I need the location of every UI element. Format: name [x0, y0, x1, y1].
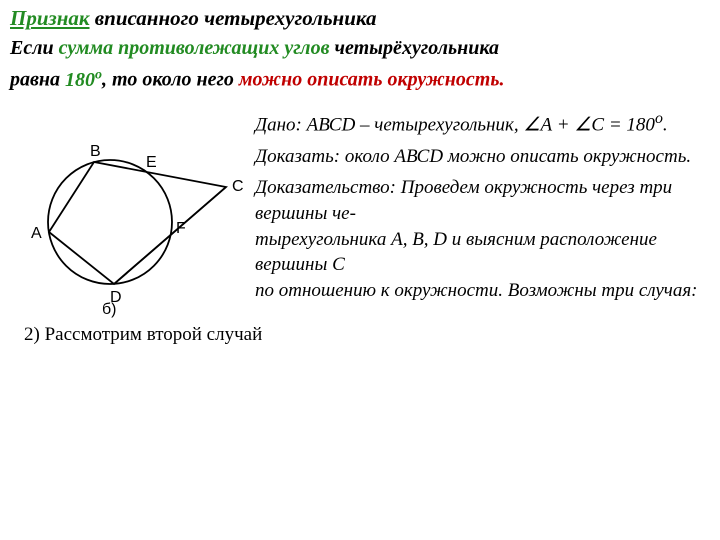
step-2: 2) Рассмотрим второй случай	[24, 324, 720, 346]
dot: .	[663, 114, 668, 135]
segment-dc	[114, 187, 226, 284]
given-line: Дано: АВСD – четырехугольник, ∠А + ∠С = …	[255, 108, 714, 138]
title-rest: вписанного четырехугольника	[90, 6, 377, 30]
cond-1-post: четырёхугольника	[330, 37, 499, 59]
cond-1-green: сумма противолежащих углов	[59, 37, 330, 59]
body-row: A B C D E F б) Дано: АВСD – четырехуголь…	[0, 102, 720, 322]
given-body-a: АВСD – четырехугольник,	[302, 114, 524, 135]
prove-label: Доказать:	[255, 146, 340, 167]
angle-icon: ∠	[574, 114, 591, 135]
cond-2-mid: , то около него	[102, 69, 239, 91]
deg-sup: о	[655, 110, 663, 127]
circle	[48, 160, 172, 284]
angle-c: С	[591, 114, 604, 135]
proof-l2: тырехугольника А, В, D и выясним располо…	[255, 229, 657, 276]
label-f: F	[176, 220, 186, 237]
proof-l3: по отношению к окружности. Возможны три …	[255, 280, 698, 301]
label-e: E	[146, 154, 157, 171]
title-accent: Признак	[10, 6, 90, 30]
label-c: C	[232, 178, 244, 195]
given-label: Дано:	[255, 114, 302, 135]
angle-a: А	[540, 114, 552, 135]
cond-2-deg-num: 180	[65, 69, 95, 91]
angle-icon: ∠	[523, 114, 540, 135]
label-sub-b: б)	[102, 301, 117, 318]
figure: A B C D E F б)	[0, 102, 255, 322]
header: Признак вписанного четырехугольника Если…	[0, 0, 720, 96]
text-column: Дано: АВСD – четырехугольник, ∠А + ∠С = …	[255, 102, 720, 310]
plus: +	[552, 114, 574, 135]
prove-line: Доказать: около АВСD можно описать окруж…	[255, 144, 714, 170]
quadrilateral	[49, 162, 226, 284]
label-b: B	[90, 143, 101, 160]
eq-180: = 180	[604, 114, 655, 135]
condition-line-1: Если сумма противолежащих углов четырёху…	[10, 35, 710, 62]
cond-2-deg-sym: о	[95, 67, 102, 82]
proof-block: Доказательство: Проведем окружность чере…	[255, 175, 714, 303]
label-a: A	[31, 225, 42, 242]
condition-line-2: равна 180о, то около него можно описать …	[10, 66, 710, 94]
title: Признак вписанного четырехугольника	[10, 6, 710, 31]
diagram-svg: A B C D E F б)	[0, 102, 255, 322]
cond-2-red: можно описать окружность.	[239, 69, 505, 91]
prove-body: около АВСD можно описать окружность.	[340, 146, 691, 167]
cond-2-deg: 180о	[65, 69, 102, 91]
cond-2-pre: равна	[10, 69, 65, 91]
cond-1-pre: Если	[10, 37, 59, 59]
proof-label: Доказательство:	[255, 177, 396, 198]
